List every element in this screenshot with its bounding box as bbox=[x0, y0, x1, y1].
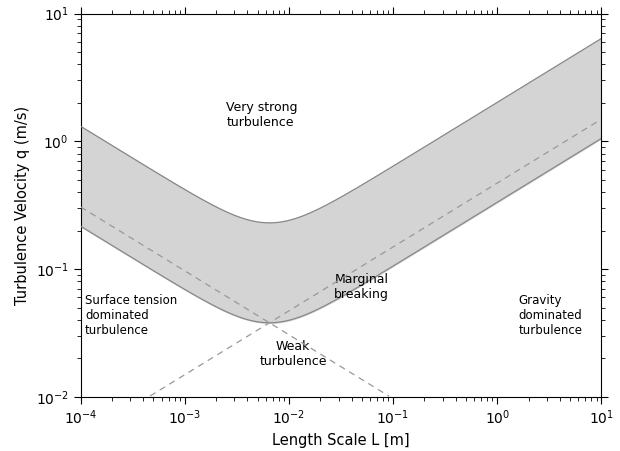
Text: Very strong
turbulence: Very strong turbulence bbox=[226, 101, 298, 129]
X-axis label: Length Scale L [m]: Length Scale L [m] bbox=[272, 433, 410, 448]
Y-axis label: Turbulence Velocity q (m/s): Turbulence Velocity q (m/s) bbox=[15, 106, 30, 305]
Text: Gravity
dominated
turbulence: Gravity dominated turbulence bbox=[518, 295, 583, 337]
Text: Surface tension
dominated
turbulence: Surface tension dominated turbulence bbox=[85, 295, 177, 337]
Text: Marginal
breaking: Marginal breaking bbox=[334, 273, 389, 301]
Text: Weak
turbulence: Weak turbulence bbox=[260, 341, 327, 368]
